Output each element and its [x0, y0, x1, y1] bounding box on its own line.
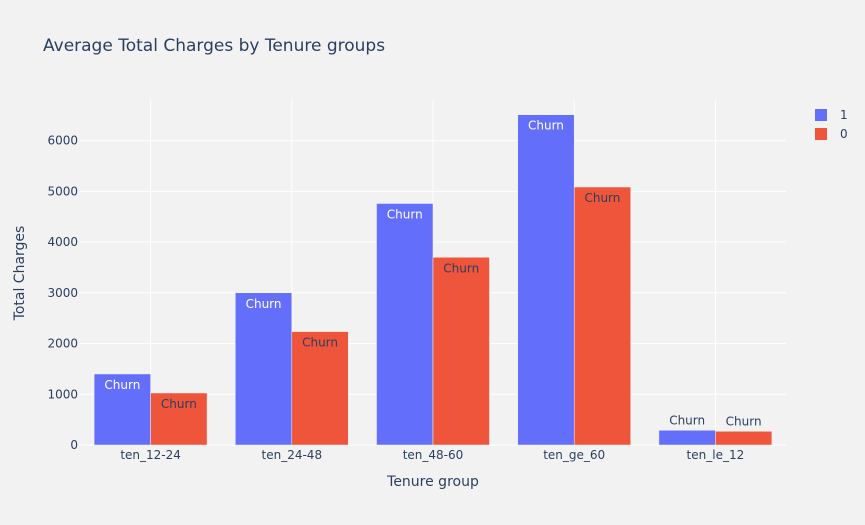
- y-tick-label: 5000: [47, 184, 78, 198]
- bar-series-0-ten_12-24[interactable]: [150, 392, 208, 446]
- bar-data-label: Churn: [669, 413, 705, 427]
- bar-series-1-ten_48-60[interactable]: [376, 203, 434, 446]
- bar-data-label: Churn: [302, 336, 338, 350]
- y-tick-label: 3000: [47, 286, 78, 300]
- legend-swatch: [815, 128, 827, 140]
- bar-data-label: Churn: [104, 378, 140, 392]
- legend[interactable]: 10: [815, 108, 848, 141]
- bar-data-label: Churn: [584, 191, 620, 205]
- bars: [93, 114, 773, 446]
- bar-data-label: Churn: [161, 397, 197, 411]
- x-tick-label: ten_le_12: [687, 448, 745, 462]
- bar-labels: Churn Churn Churn Churn Churn Churn Churn Churn…: [104, 119, 761, 429]
- bar-series-1-ten_12-24[interactable]: [93, 373, 151, 446]
- y-axis-ticks: 0 1000 2000 3000 4000 5000 6000: [47, 134, 78, 452]
- legend-label: 1: [840, 108, 848, 122]
- bar-series-1-ten_24-48[interactable]: [235, 292, 293, 446]
- y-tick-label: 6000: [47, 134, 78, 148]
- chart-title: Average Total Charges by Tenure groups: [43, 36, 385, 56]
- bar-series-0-ten_24-48[interactable]: [291, 331, 349, 446]
- legend-item-1[interactable]: 1: [815, 108, 848, 122]
- y-tick-label: 4000: [47, 235, 78, 249]
- bar-series-0-ten_48-60[interactable]: [432, 257, 490, 446]
- legend-swatch: [815, 109, 827, 121]
- bar-data-label: Churn: [443, 261, 479, 275]
- x-axis-ticks: ten_12-24 ten_24-48 ten_48-60 ten_ge_60 ten_…: [120, 448, 744, 462]
- x-tick-label: ten_12-24: [120, 448, 181, 462]
- bar-series-0-ten_le_12[interactable]: [715, 431, 773, 446]
- legend-item-0[interactable]: 0: [815, 127, 848, 141]
- legend-label: 0: [840, 127, 848, 141]
- bar-series-1-ten_le_12[interactable]: [658, 430, 716, 446]
- x-tick-label: ten_24-48: [262, 448, 323, 462]
- bar-series-1-ten_ge_60[interactable]: [517, 114, 575, 446]
- bar-series-0-ten_ge_60[interactable]: [573, 186, 631, 446]
- bar-data-label: Churn: [528, 119, 564, 133]
- x-tick-label: ten_48-60: [403, 448, 464, 462]
- y-axis-title: Total Charges: [12, 226, 28, 322]
- bar-data-label: Churn: [387, 208, 423, 222]
- x-axis-title: Tenure group: [386, 474, 479, 490]
- y-tick-label: 0: [70, 438, 78, 452]
- x-tick-label: ten_ge_60: [543, 448, 605, 462]
- bar-data-label: Churn: [726, 414, 762, 428]
- y-tick-label: 1000: [47, 387, 78, 401]
- bar-data-label: Churn: [246, 297, 282, 311]
- y-tick-label: 2000: [47, 337, 78, 351]
